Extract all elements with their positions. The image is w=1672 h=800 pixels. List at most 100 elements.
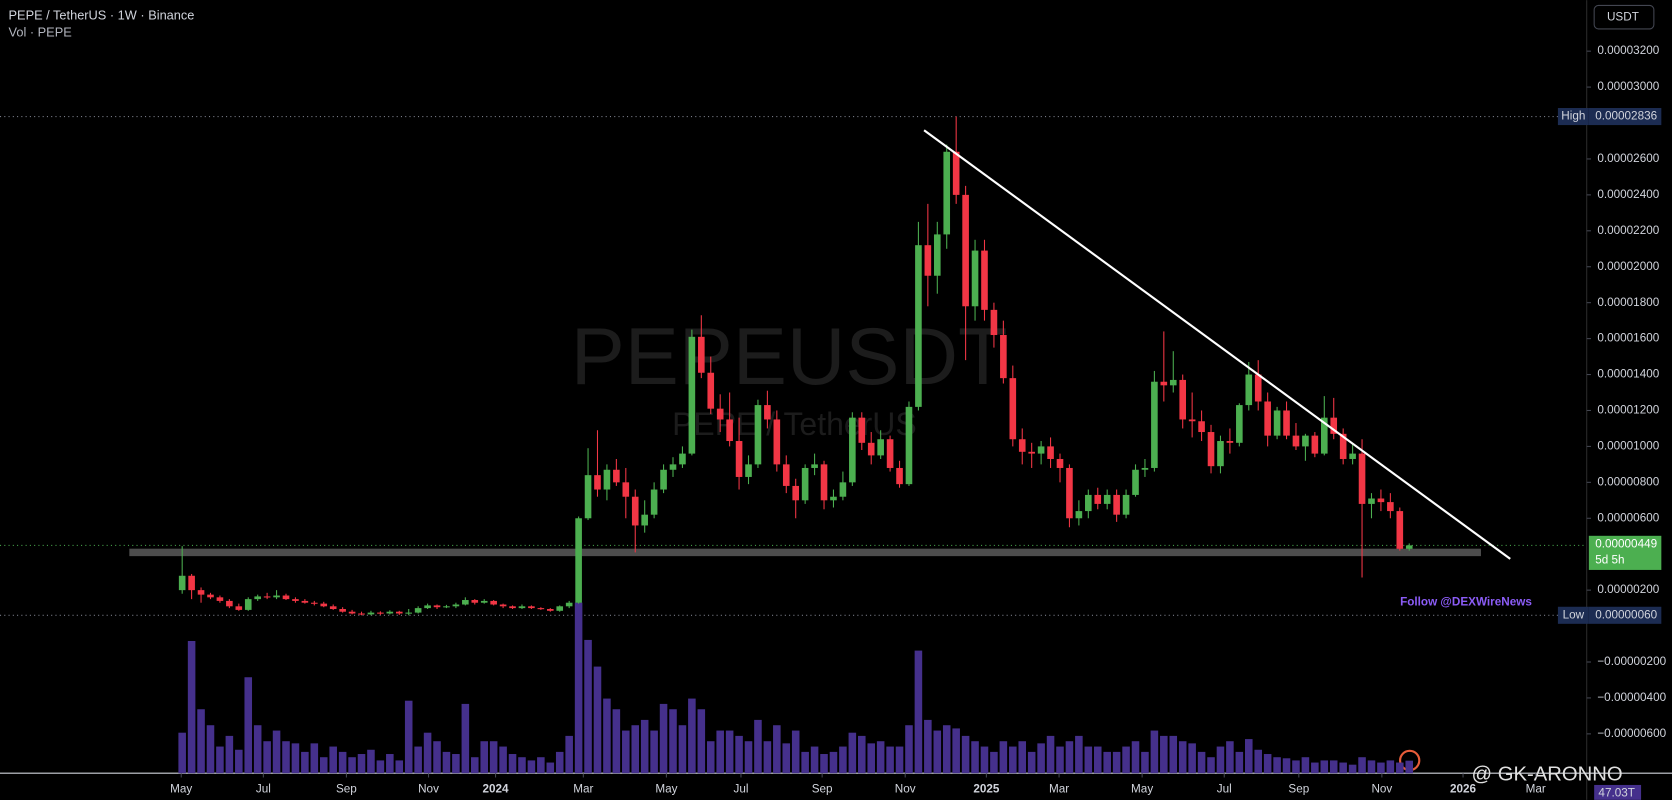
volume-bar [263, 741, 271, 774]
candle-body [1405, 545, 1413, 549]
volume-bar [1169, 735, 1178, 774]
volume-bar [1339, 762, 1347, 774]
x-tick-label: Sep [812, 782, 833, 795]
volume-bar [1329, 760, 1338, 774]
volume-bar [924, 719, 932, 774]
candle-body [462, 600, 469, 605]
volume-bar [480, 741, 488, 774]
volume-bar [367, 749, 375, 774]
candle-body [924, 245, 932, 276]
candle-body [698, 336, 705, 373]
x-tick-label: Mar [1526, 782, 1546, 795]
candle-body [867, 442, 875, 456]
countdown: 5d 5h [1595, 553, 1624, 566]
candle-body [603, 469, 611, 490]
volume-bar [1018, 741, 1027, 774]
candle-body [1283, 410, 1290, 436]
volume-bar [442, 751, 451, 774]
candle-body [1113, 494, 1120, 515]
candle-body [509, 606, 516, 609]
volume-bar [1197, 751, 1206, 774]
volume-bar [489, 741, 498, 774]
volume-bar [1301, 757, 1310, 774]
watermark: PEPEUSDT [571, 312, 1008, 402]
candle-body [414, 608, 422, 613]
volume-bar [999, 741, 1008, 774]
candle-body [1037, 446, 1045, 454]
marker-value: 0.00000060 [1595, 608, 1657, 621]
candle-body [1207, 432, 1215, 467]
volume-bar [518, 757, 526, 774]
volume-bar [1141, 751, 1149, 774]
volume-bar [235, 749, 243, 774]
volume-bar [433, 741, 441, 774]
volume-bar [1027, 751, 1036, 774]
candle-body [282, 595, 290, 600]
volume-bar [423, 732, 432, 774]
y-tick-label: 0.00000600 [1597, 511, 1659, 524]
candle-body [273, 595, 280, 598]
volume-bar [565, 735, 573, 774]
candle-body [1273, 410, 1281, 436]
currency[interactable]: USDT [1607, 10, 1639, 23]
candle-body [773, 419, 781, 465]
candle-body [537, 608, 545, 610]
volume-bar [244, 677, 253, 774]
candle-body [528, 606, 535, 609]
volume-bar [1056, 746, 1064, 774]
volume-bar [555, 751, 564, 774]
volume-bar [1405, 760, 1414, 774]
y-tick-label: 0.00002600 [1597, 152, 1659, 165]
volume-bar [603, 698, 611, 774]
volume-bar [612, 709, 621, 774]
volume-bar [253, 725, 262, 774]
volume-bar [584, 639, 592, 774]
volume-bar [282, 741, 290, 774]
candle-body [556, 606, 564, 611]
candle-body [830, 496, 837, 501]
x-tick-label: Jul [1217, 782, 1232, 795]
candle-body [820, 464, 828, 501]
volume-bar [272, 730, 281, 774]
volume-bar [357, 754, 366, 774]
candle-body [1141, 467, 1149, 470]
volume-bar [622, 730, 630, 774]
candle-body [1066, 467, 1073, 519]
support-band [129, 548, 1481, 557]
candle-body [301, 600, 309, 603]
candle-body [1085, 494, 1092, 512]
candle-body [915, 245, 922, 407]
x-tick-label: May [655, 782, 677, 795]
candle-body [877, 439, 884, 456]
volume-bar [971, 741, 979, 774]
candle-body [858, 417, 866, 443]
volume-bar [206, 725, 215, 774]
candle-body [679, 453, 686, 465]
volume-bar [640, 719, 649, 774]
volume-bar [895, 746, 904, 774]
candle-body [801, 467, 809, 501]
x-tick-label: 2025 [973, 782, 1000, 795]
volume-bar [1131, 741, 1140, 774]
candle-body [311, 602, 318, 604]
candle-body [339, 609, 346, 612]
volume-bar [763, 741, 772, 774]
volume-bar [1386, 760, 1395, 774]
chart-title: PEPE / TetherUS · 1W · Binance [9, 7, 195, 22]
volume-bar [1122, 746, 1130, 774]
candle-body [367, 612, 375, 615]
candle-body [518, 606, 526, 609]
candle-body [575, 518, 582, 603]
volume-bar [801, 751, 809, 774]
volume-bar [1396, 762, 1404, 774]
candle-body [594, 475, 601, 490]
volume-bar [990, 751, 998, 774]
candle-body [1387, 502, 1394, 512]
volume-bar [867, 743, 875, 774]
candle-body [1179, 379, 1187, 420]
candle-body [263, 596, 271, 598]
volume-bar [725, 730, 734, 774]
currency-box[interactable] [1593, 4, 1655, 30]
candle-body [1330, 417, 1338, 434]
candle-body [348, 611, 356, 614]
